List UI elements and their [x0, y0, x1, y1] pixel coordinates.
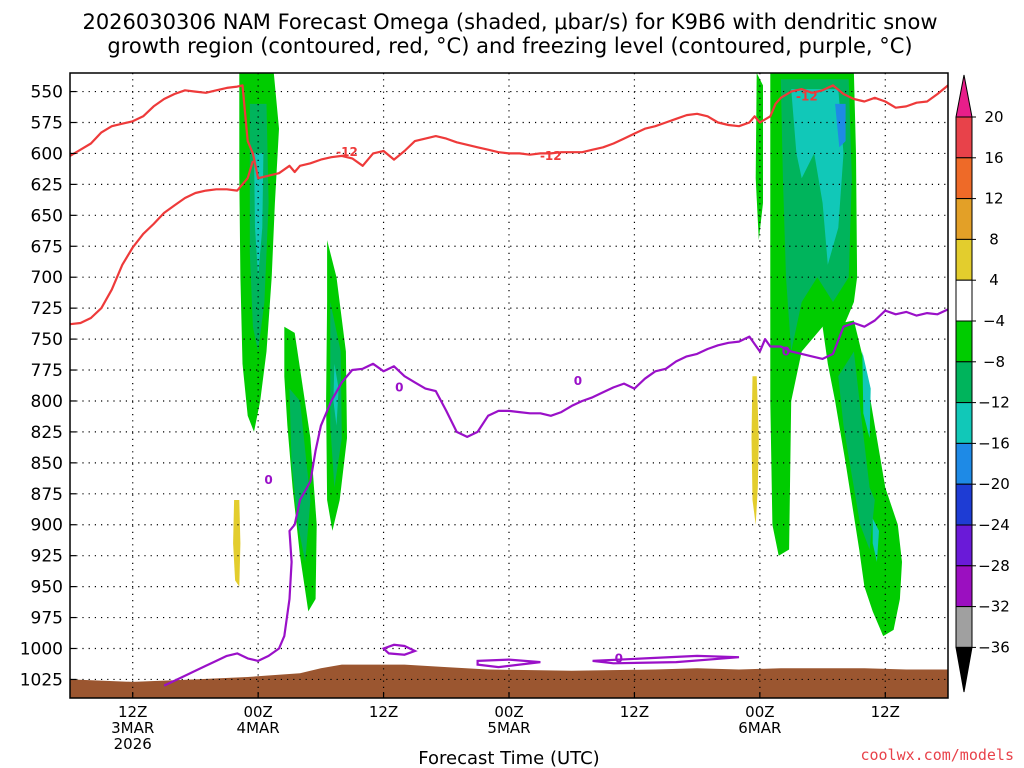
x-tick-label-6-0: 12Z — [118, 703, 147, 721]
colorbar-label-12: −32 — [978, 598, 1010, 616]
freezing-loop-1 — [476, 658, 541, 669]
colorbar-swatch-11 — [955, 565, 973, 608]
omega-region-8 — [233, 500, 241, 587]
y-tick-label-900: 900 — [31, 516, 63, 536]
colorbar-label-1: 16 — [984, 149, 1003, 167]
contour-label-1: -12 — [540, 149, 562, 163]
colorbar-swatch-2 — [955, 198, 973, 240]
contour-line-0 — [69, 84, 949, 180]
y-tick-label-775: 775 — [31, 361, 63, 381]
freezing-loop-0 — [381, 643, 418, 656]
colorbar-label-6: −8 — [983, 353, 1005, 371]
contour-label-3: 0 — [395, 380, 403, 394]
omega-region-12 — [791, 89, 844, 265]
x-tick-label-42-1: 5MAR — [487, 719, 530, 737]
colorbar-bottom-triangle — [955, 646, 973, 693]
colorbar-swatch-5 — [955, 320, 973, 363]
contour-label-4: 0 — [574, 374, 582, 388]
y-tick-label-875: 875 — [31, 485, 63, 505]
y-tick-label-725: 725 — [31, 299, 63, 319]
colorbar-swatch-7 — [955, 402, 973, 444]
y-axis: 550 575 600 625 650 675 700 725 750 775 800 825 850 8… — [20, 83, 76, 690]
contour-label-7: 0 — [615, 651, 623, 665]
chart-title-line2: growth region (contoured, red, °C) and f… — [107, 34, 912, 58]
colorbar-label-9: −20 — [978, 475, 1010, 493]
y-tick-label-1025: 1025 — [20, 670, 63, 690]
contour-label-2: -12 — [796, 90, 818, 104]
omega-region-13 — [835, 103, 846, 148]
colorbar-swatch-12 — [955, 606, 973, 648]
y-tick-label-800: 800 — [31, 392, 63, 412]
colorbar-swatch-4 — [955, 279, 973, 322]
omega-region-15 — [838, 351, 875, 550]
colorbar-label-7: −12 — [978, 394, 1010, 412]
x-tick-label-78-0: 12Z — [871, 703, 900, 721]
y-tick-label-650: 650 — [31, 206, 63, 226]
y-tick-label-550: 550 — [31, 83, 63, 103]
colorbar-label-2: 12 — [984, 190, 1003, 208]
x-tick-label-42-0: 00Z — [494, 703, 523, 721]
x-tick-label-66-0: 00Z — [745, 703, 774, 721]
contour-line-2 — [163, 308, 949, 687]
x-axis-label: Forecast Time (UTC) — [418, 748, 599, 768]
freezing-loop-2 — [592, 654, 740, 665]
colorbar-swatch-8 — [955, 442, 973, 485]
colorbar: 20 16 12 8 4 −4 −8 −12 −16 −20 −24 −28 −32 −36 — [955, 74, 1010, 693]
omega-region-16 — [862, 351, 871, 439]
y-tick-label-750: 750 — [31, 330, 63, 350]
contour-label-6: 0 — [782, 344, 790, 358]
colorbar-swatch-9 — [955, 483, 973, 526]
y-tick-label-625: 625 — [31, 175, 63, 195]
y-tick-label-575: 575 — [31, 114, 63, 134]
colorbar-swatch-3 — [955, 238, 973, 281]
colorbar-swatch-0 — [955, 116, 973, 159]
contour-label-5: 0 — [264, 473, 272, 487]
x-tick-label-6-1: 3MAR — [111, 719, 154, 737]
omega-region-17 — [872, 518, 879, 562]
colorbar-label-8: −16 — [978, 434, 1010, 452]
colorbar-label-5: −4 — [983, 312, 1005, 330]
x-tick-label-18-0: 00Z — [243, 703, 272, 721]
x-tick-label-66-1: 6MAR — [738, 719, 781, 737]
credit-text: coolwx.com/models — [860, 746, 1014, 764]
contours: -12 -12 -12 0 0 0 0 0 — [69, 84, 949, 687]
gridlines — [70, 73, 948, 698]
colorbar-swatch-10 — [955, 524, 973, 567]
colorbar-label-0: 20 — [984, 108, 1003, 126]
x-tick-label-6-2: 2026 — [114, 735, 152, 753]
y-tick-label-850: 850 — [31, 454, 63, 474]
y-tick-label-675: 675 — [31, 237, 63, 257]
plot-area: -12 -12 -12 0 0 0 0 0 — [69, 72, 949, 699]
colorbar-swatch-6 — [955, 361, 973, 404]
chart-title-line1: 2026030306 NAM Forecast Omega (shaded, μ… — [82, 10, 937, 34]
colorbar-label-13: −36 — [978, 638, 1010, 656]
y-tick-label-700: 700 — [31, 268, 63, 288]
omega-region-4 — [289, 388, 311, 562]
colorbar-label-3: 8 — [989, 230, 999, 248]
contour-label-0: -12 — [336, 145, 358, 159]
x-tick-label-54-0: 12Z — [620, 703, 649, 721]
omega-region-18 — [751, 376, 759, 525]
colorbar-top-triangle — [955, 74, 973, 118]
x-tick-label-18-1: 4MAR — [237, 719, 280, 737]
contour-line-1 — [69, 160, 254, 326]
y-tick-label-600: 600 — [31, 144, 63, 164]
y-tick-label-925: 925 — [31, 547, 63, 567]
x-tick-label-30-0: 12Z — [369, 703, 398, 721]
omega-region-9 — [755, 73, 763, 241]
colorbar-label-4: 4 — [989, 271, 999, 289]
colorbar-label-10: −24 — [978, 516, 1010, 534]
y-tick-label-1000: 1000 — [20, 639, 63, 659]
colorbar-label-11: −28 — [978, 557, 1010, 575]
colorbar-swatch-1 — [955, 157, 973, 200]
y-tick-label-975: 975 — [31, 609, 63, 629]
y-tick-label-950: 950 — [31, 578, 63, 598]
y-tick-label-825: 825 — [31, 423, 63, 443]
